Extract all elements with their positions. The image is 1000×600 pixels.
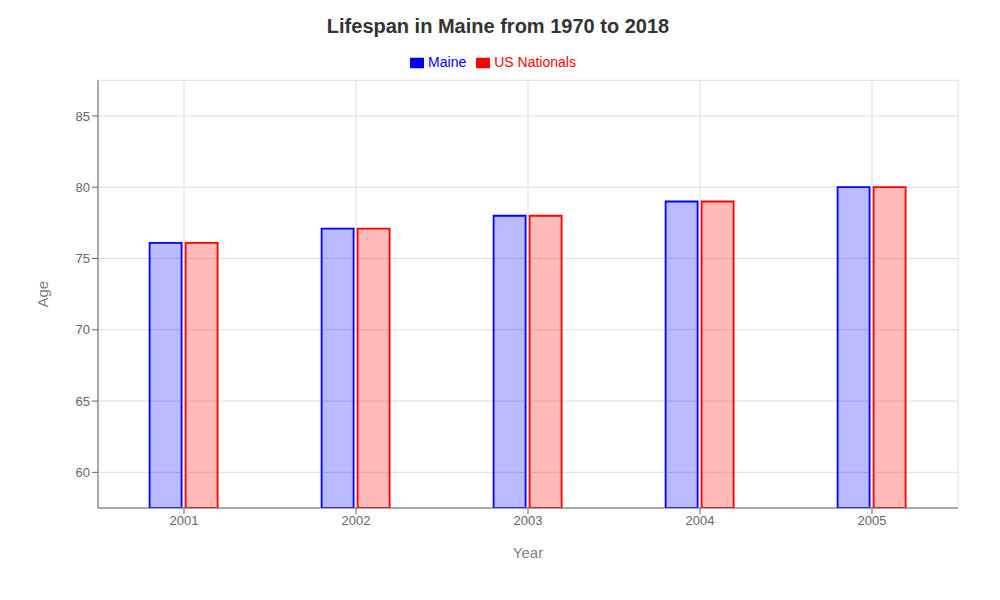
svg-text:2005: 2005 xyxy=(858,513,887,528)
svg-text:80: 80 xyxy=(76,180,90,195)
html-text:US Nationals: US Nationals xyxy=(494,54,576,70)
html-text:Lifespan in Maine from 1970 to: Lifespan in Maine from 1970 to 2018 xyxy=(326,15,670,37)
svg-text:Year: Year xyxy=(513,544,543,561)
svg-text:75: 75 xyxy=(76,251,90,266)
svg-text:2003: 2003 xyxy=(514,513,543,528)
svg-text:70: 70 xyxy=(76,322,90,337)
svg-text:85: 85 xyxy=(76,109,90,124)
svg-text:2002: 2002 xyxy=(342,513,371,528)
svg-text:2001: 2001 xyxy=(170,513,199,528)
svg-text:Age: Age xyxy=(34,281,51,308)
svg-text:60: 60 xyxy=(76,465,90,480)
html-text:Maine: Maine xyxy=(428,54,467,70)
svg-text:2004: 2004 xyxy=(686,513,715,528)
svg-text:65: 65 xyxy=(76,394,90,409)
